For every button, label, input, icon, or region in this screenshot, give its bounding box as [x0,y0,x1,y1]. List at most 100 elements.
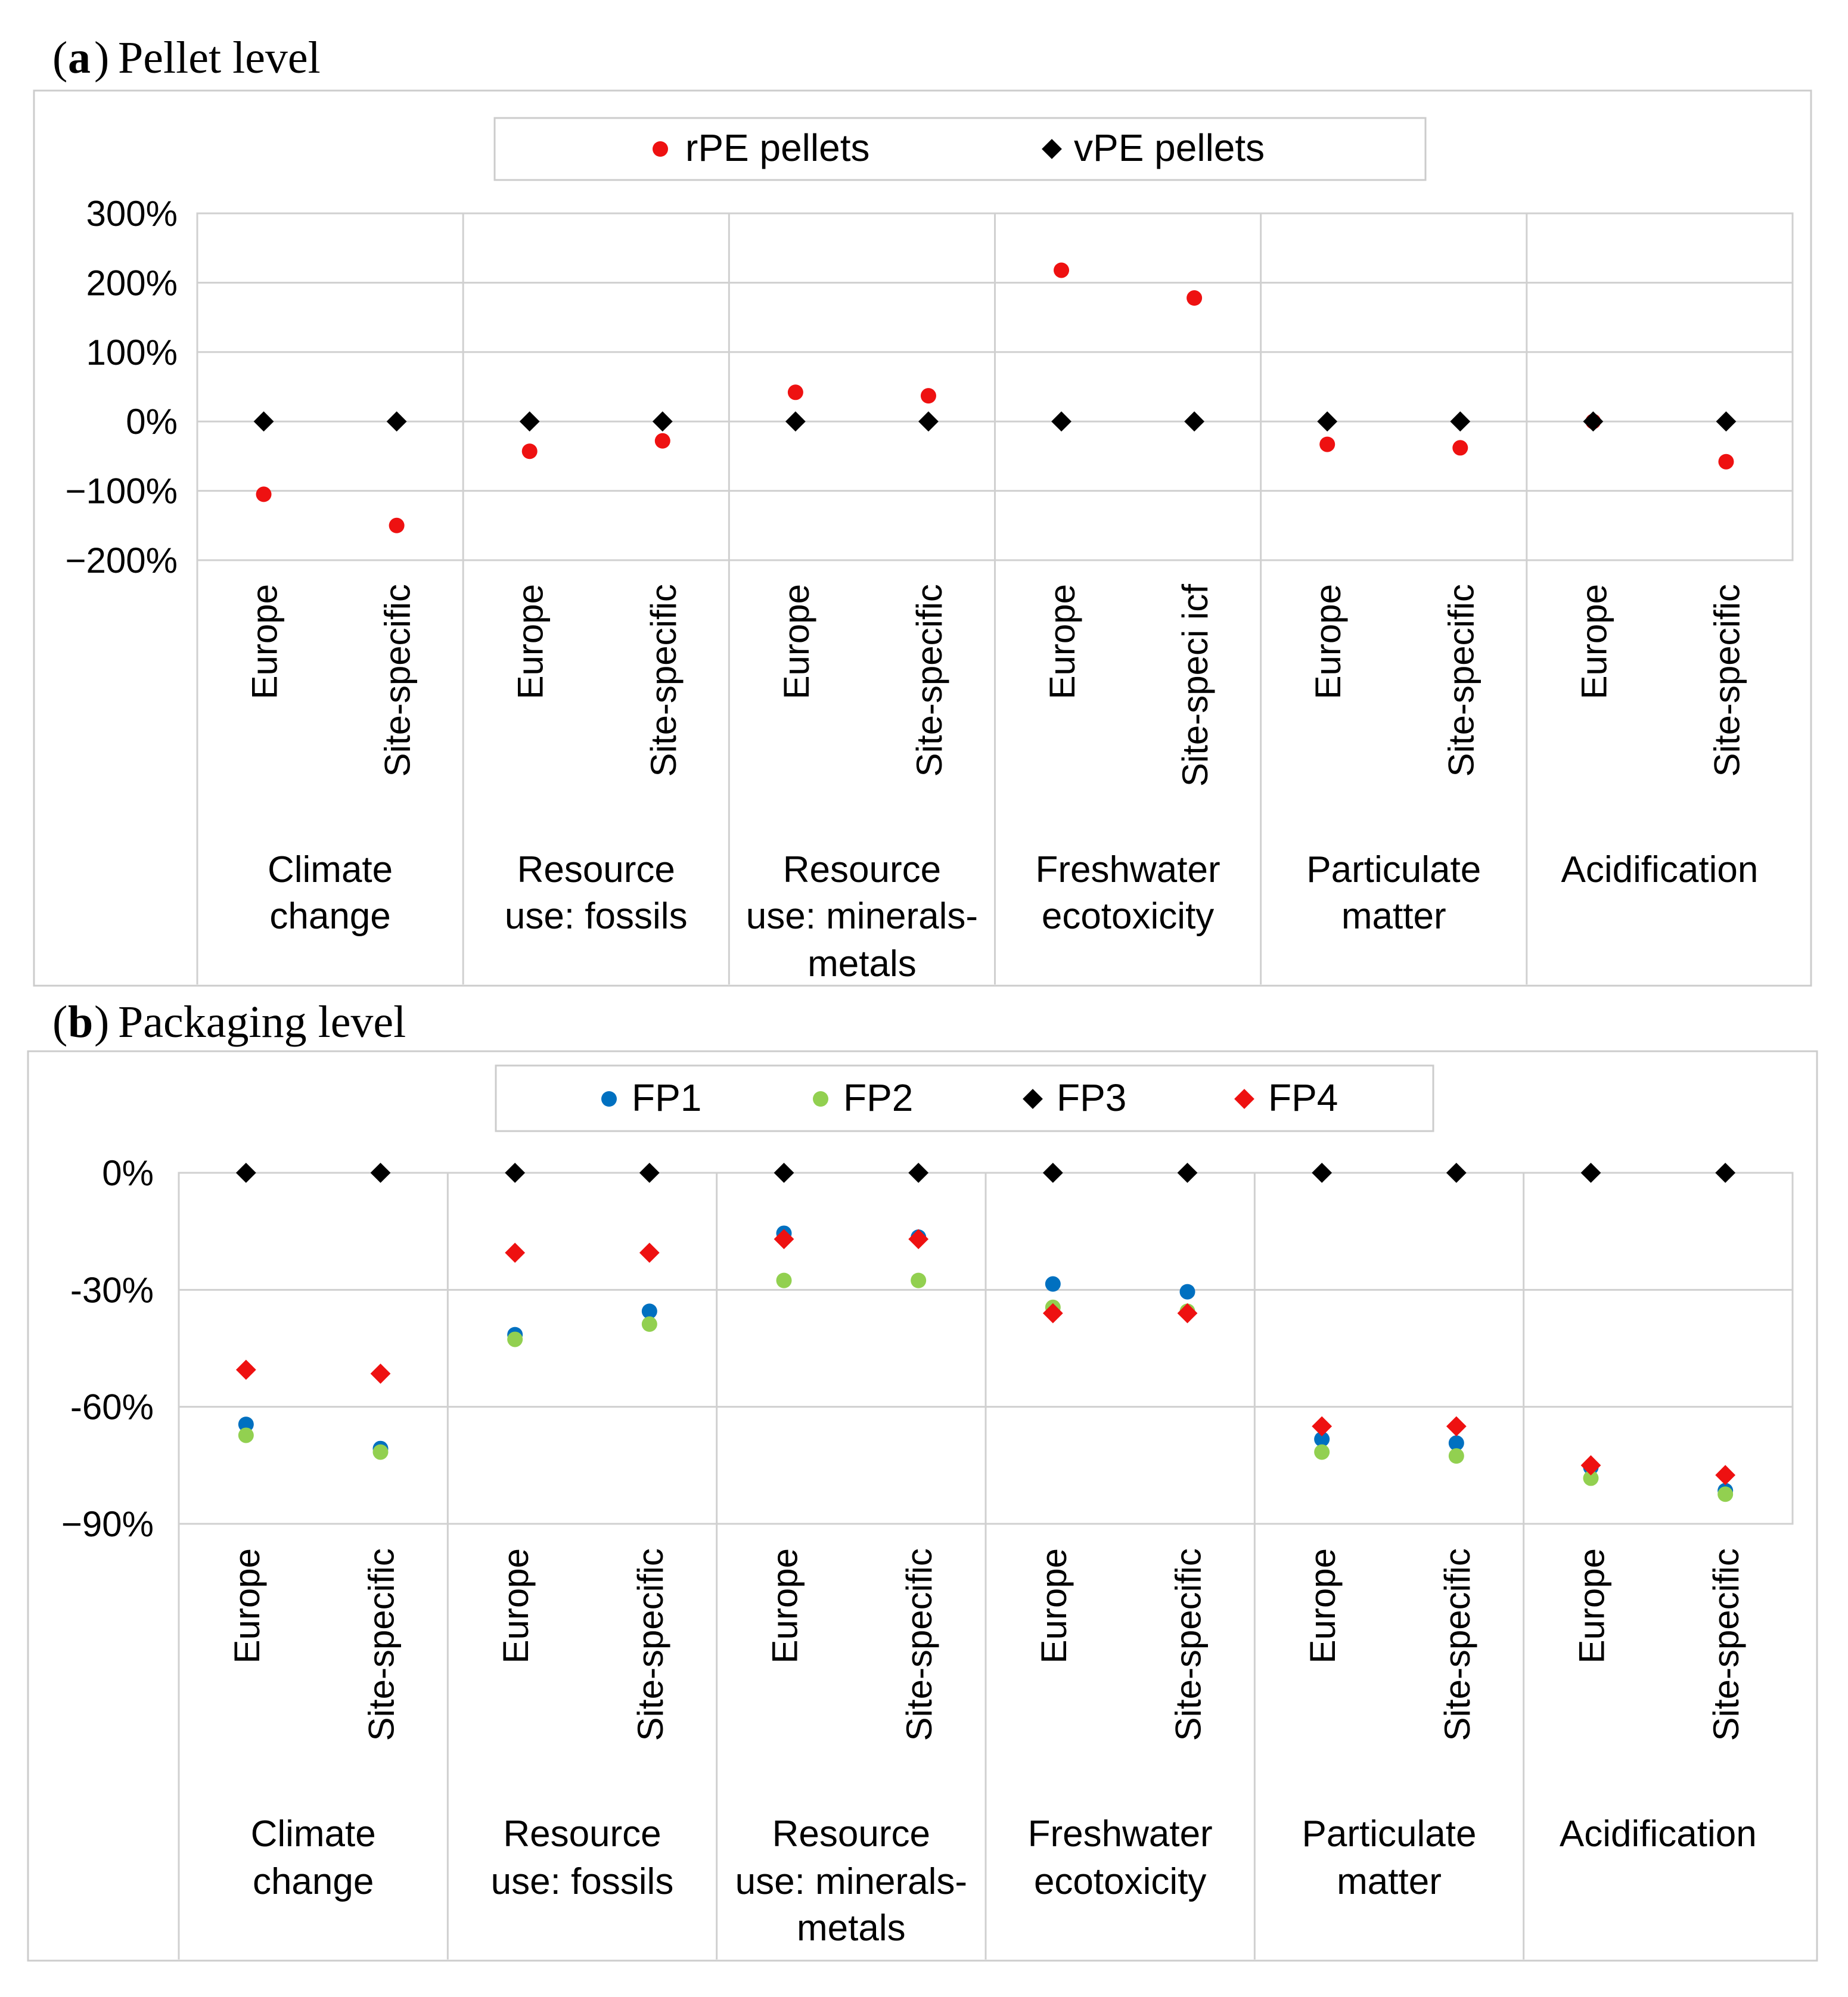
data-point [1312,1163,1333,1183]
data-point [235,1163,256,1183]
data-point [389,517,405,533]
data-point [505,1243,526,1263]
data-point [918,411,939,432]
category-group-label: change [269,896,390,937]
data-point [1051,411,1071,432]
data-point [238,1427,254,1443]
panel-title-open-paren: ( [52,997,67,1047]
data-point [238,1417,254,1433]
data-point [1583,1470,1599,1486]
category-sublabel: Site-specific [1169,1548,1209,1741]
category-sublabel: Site-specific [378,584,418,777]
category-sublabel: Europe [496,1548,536,1663]
data-point [774,1163,794,1183]
data-point [1187,290,1203,306]
data-point [519,411,540,432]
data-point [908,1163,929,1183]
y-tick-label: −200% [66,541,178,580]
data-point [1045,1276,1061,1292]
data-point [1317,411,1338,432]
y-tick-label: −90% [61,1504,154,1544]
data-point [1583,411,1604,432]
data-point [1448,1435,1464,1451]
legend-label: FP1 [632,1076,701,1119]
data-point [1718,454,1734,470]
category-sublabel: Site-specific [1707,584,1747,777]
y-tick-label: 0% [102,1153,154,1193]
category-group-label: Climate [268,849,393,890]
category-sublabel: Site-specific [631,1548,670,1741]
legend-box [493,117,1427,181]
category-group-label: Freshwater [1028,1813,1213,1855]
category-sublabel: Europe [1308,584,1348,699]
data-point [639,1163,660,1183]
category-group-label: Resource [783,849,941,890]
y-tick-label: -30% [70,1270,154,1310]
chart-frame [27,1050,1818,1962]
category-group-label: Climate [251,1813,376,1855]
data-point [776,1272,792,1288]
panel-b-chart: (b) Packaging level FP1 FP2 FP3 FP4 0% -30% -60%… [27,997,1818,1962]
category-sublabel: Europe [1303,1548,1343,1663]
y-tick-label: 0% [126,402,178,442]
panel-a-chart: (a) Pellet level rPE pellets vPE pellets 300… [33,33,1812,987]
data-point [253,411,274,432]
data-point [1715,1465,1736,1486]
category-group-label: ecotoxicity [1034,1861,1206,1902]
legend-box [495,1064,1434,1132]
category-group-label: metals [797,1908,906,1949]
data-point [1580,1163,1601,1183]
data-point [1314,1431,1330,1447]
data-point [235,1359,256,1380]
data-point [1580,1455,1601,1476]
category-sublabel: Europe [1034,1548,1074,1663]
data-point [1446,1163,1467,1183]
category-sublabel: Europe [765,1548,805,1663]
category-group-label: ecotoxicity [1042,896,1214,937]
category-sublabel: Site-specific [1437,1548,1477,1741]
y-tick-label: −100% [66,471,178,511]
data-point [1715,1163,1736,1183]
data-point [911,1272,927,1288]
data-point [1716,411,1737,432]
legend-label: FP4 [1268,1076,1338,1119]
data-point [1319,436,1335,452]
data-point [1312,1416,1333,1437]
category-sublabel: Site-specific [1706,1548,1746,1741]
legend-marker [1234,1089,1254,1109]
data-point [521,443,538,459]
data-point [920,388,936,404]
category-group-label: metals [807,943,917,984]
category-sublabel: Europe [1572,1548,1612,1663]
y-tick-label: -60% [70,1387,154,1427]
category-sublabel: Europe [1042,584,1082,699]
y-tick-label: 100% [86,333,178,372]
data-point [386,411,407,432]
data-point [1177,1163,1198,1183]
legend-marker [813,1091,828,1107]
category-group-label: Resource [503,1813,661,1855]
data-point [370,1163,391,1183]
data-point [507,1331,523,1347]
data-point [1184,411,1205,432]
data-point [1177,1303,1198,1324]
data-point [787,384,803,400]
category-sublabel: Europe [1574,584,1614,699]
legend-label: FP2 [843,1076,913,1119]
data-point [774,1229,794,1250]
category-group-label: Acidification [1561,849,1759,890]
data-point [372,1444,389,1460]
y-tick-label: 300% [86,194,178,234]
legend-marker [1023,1089,1043,1109]
legend-label: FP3 [1057,1076,1126,1119]
data-point [908,1229,929,1250]
panel-title: Pellet level [118,33,321,83]
data-point [1042,1163,1063,1183]
data-point [641,1303,657,1319]
data-point [1448,1448,1464,1464]
category-sublabel: Europe [245,584,285,699]
category-group-label: matter [1341,896,1446,937]
legend-marker [601,1091,617,1107]
data-point [654,433,670,449]
